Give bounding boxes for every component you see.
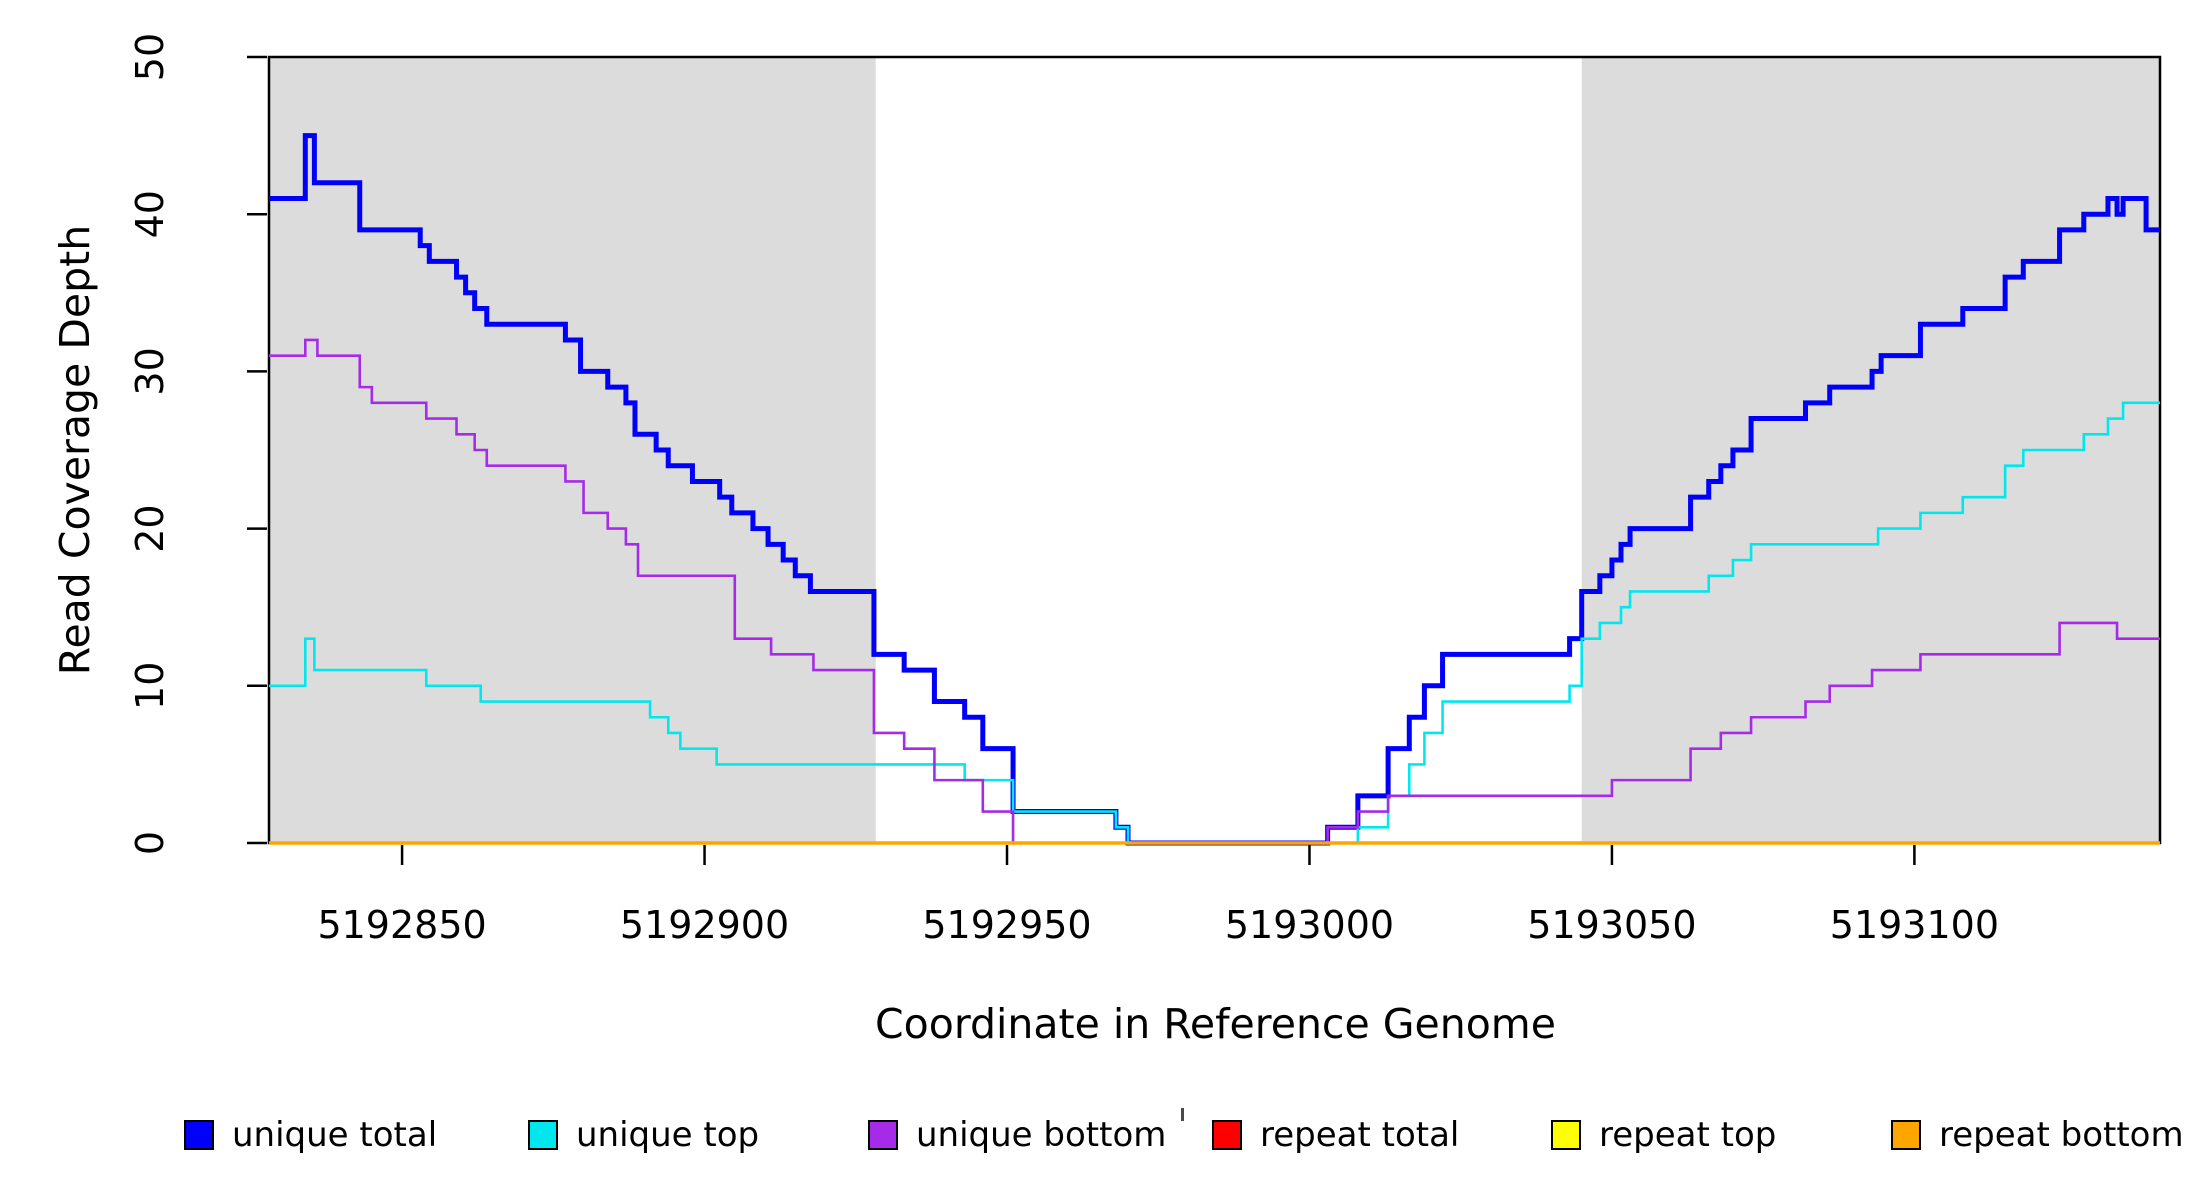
x-tick-label: 5193050 [1527,903,1696,947]
x-tick-label: 5193000 [1225,903,1394,947]
y-tick-label: 20 [128,504,172,552]
series-line-unique-top [269,401,2160,845]
x-tick-label: 5192950 [922,903,1091,947]
y-axis-title: Read Coverage Depth [51,224,99,676]
x-tick-label: 5192850 [317,903,486,947]
y-tick-label: 50 [128,33,172,81]
x-tick-label: 5193100 [1830,903,1999,947]
x-axis-title: Coordinate in Reference Genome [875,1000,1556,1048]
y-tick-label: 30 [128,347,172,395]
series-line-unique-bottom [269,338,2160,845]
stray-artifact-mark [1181,1108,1184,1121]
y-tick-label: 10 [128,662,172,710]
shaded-repeat-region [269,57,876,843]
y-tick-label: 40 [128,190,172,238]
y-tick-label: 0 [128,831,172,855]
x-tick-label: 5192900 [620,903,789,947]
